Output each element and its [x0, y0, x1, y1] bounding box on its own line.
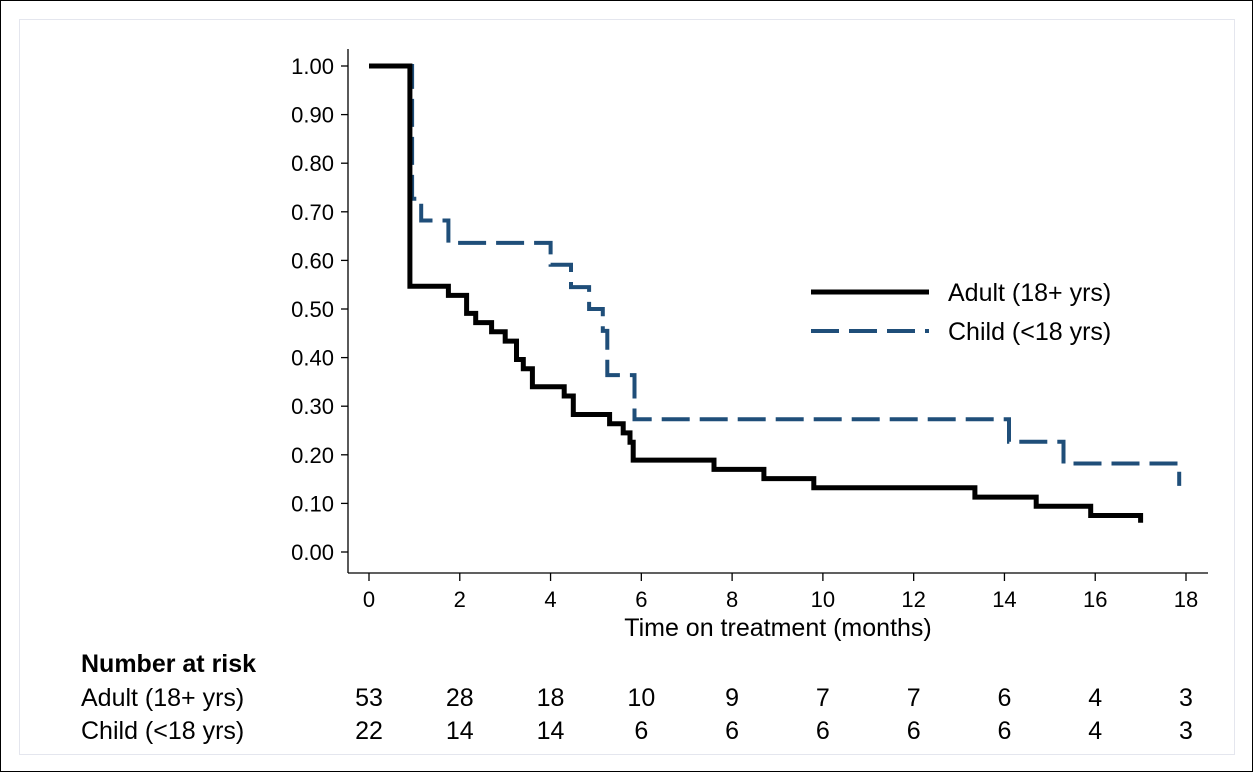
risk-count: 4 — [1088, 684, 1102, 712]
risk-count: 28 — [446, 684, 474, 712]
x-axis-title: Time on treatment (months) — [624, 614, 932, 642]
x-tick-label: 8 — [726, 587, 738, 612]
risk-count: 3 — [1179, 717, 1193, 745]
risk-count: 14 — [537, 717, 565, 745]
y-tick-label: 0.90 — [291, 103, 334, 128]
x-tick-label: 18 — [1174, 587, 1198, 612]
y-tick-label: 0.60 — [291, 248, 334, 273]
risk-count: 7 — [816, 684, 830, 712]
risk-table: Adult (18+ yrs) 53 28 18 10 9 7 7 6 4 3 Child (<18 … — [81, 684, 1193, 745]
x-tick-label: 2 — [454, 587, 466, 612]
risk-count: 9 — [725, 684, 739, 712]
plot-region-border — [19, 19, 1235, 755]
risk-count: 6 — [725, 717, 739, 745]
child-survival-curve — [369, 64, 1182, 486]
x-tick-label: 10 — [811, 587, 835, 612]
risk-count: 7 — [907, 684, 921, 712]
y-tick-label: 0.30 — [291, 394, 334, 419]
y-tick-label: 1.00 — [291, 54, 334, 79]
risk-count: 6 — [634, 717, 648, 745]
x-tick-label: 12 — [901, 587, 925, 612]
risk-count: 3 — [1179, 684, 1193, 712]
y-tick-label: 0.20 — [291, 443, 334, 468]
risk-count: 6 — [997, 684, 1011, 712]
legend-label: Adult (18+ yrs) — [948, 279, 1111, 307]
risk-table-title: Number at risk — [81, 650, 256, 678]
x-tick-label: 4 — [544, 587, 556, 612]
legend: Adult (18+ yrs) Child (<18 yrs) — [811, 279, 1111, 346]
y-tick-label: 0.80 — [291, 151, 334, 176]
legend-label: Child (<18 yrs) — [948, 318, 1111, 346]
y-tick-label: 0.70 — [291, 200, 334, 225]
risk-count: 22 — [355, 717, 383, 745]
risk-count: 10 — [627, 684, 655, 712]
x-tick-label: 16 — [1083, 587, 1107, 612]
risk-count: 18 — [537, 684, 565, 712]
risk-count: 14 — [446, 717, 474, 745]
y-tick-label: 0.40 — [291, 346, 334, 371]
x-tick-label: 0 — [363, 587, 375, 612]
y-tick-label: 0.10 — [291, 491, 334, 516]
x-tick-label: 14 — [992, 587, 1016, 612]
risk-count: 4 — [1088, 717, 1102, 745]
risk-count: 6 — [997, 717, 1011, 745]
risk-count: 6 — [907, 717, 921, 745]
x-tick-label: 6 — [635, 587, 647, 612]
adult-survival-curve — [369, 63, 1144, 523]
risk-row-label: Adult (18+ yrs) — [81, 684, 244, 712]
y-tick-label: 0.00 — [291, 540, 334, 565]
risk-count: 6 — [816, 717, 830, 745]
risk-count: 53 — [355, 684, 383, 712]
y-tick-label: 0.50 — [291, 297, 334, 322]
survival-curves — [369, 63, 1182, 523]
axes: 0.00 0.10 0.20 0.30 0.40 0.50 0.60 0.70 0.80 0.90… — [291, 49, 1208, 612]
risk-row-label: Child (<18 yrs) — [81, 717, 244, 745]
